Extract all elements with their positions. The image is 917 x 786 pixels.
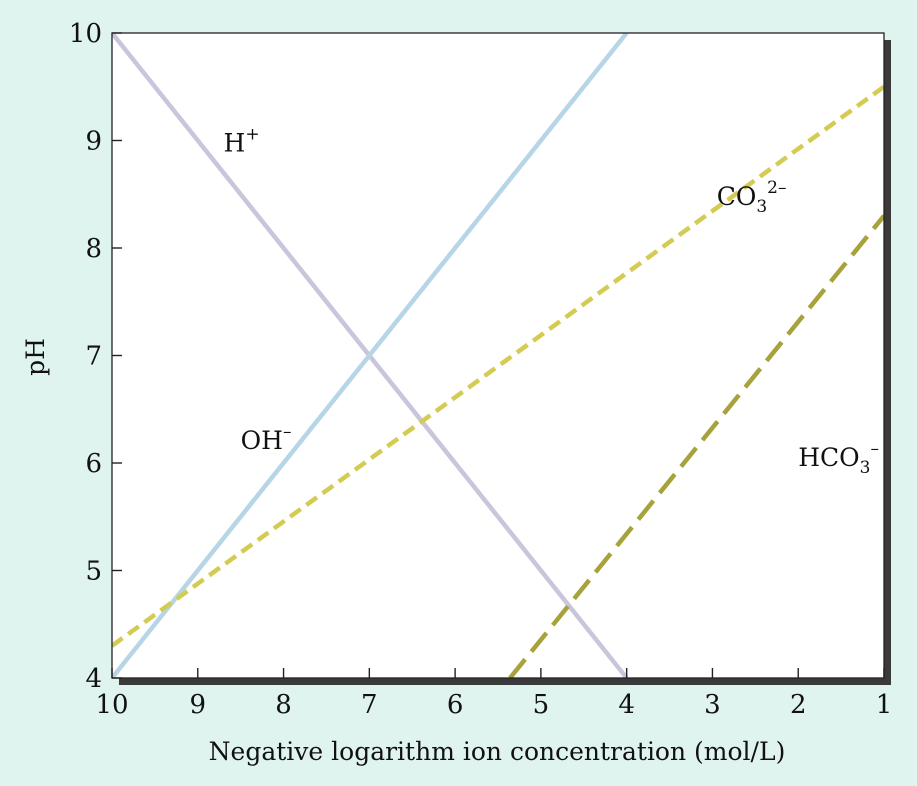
series-label-subscript-3: 3 (860, 458, 871, 478)
series-label-1: OH– (241, 422, 292, 455)
x-tick-label-6: 4 (618, 690, 635, 720)
plot-background (112, 33, 884, 678)
series-line-1 (112, 33, 629, 678)
y-tick-label-4: 8 (85, 234, 102, 264)
series-label-superscript-3: – (870, 439, 879, 459)
series-label-2: CO32– (717, 178, 787, 217)
x-tick-label-7: 3 (704, 690, 721, 720)
y-tick-label-3: 7 (85, 342, 102, 372)
series-layer (112, 33, 884, 678)
series-label-3: HCO3– (798, 439, 879, 478)
x-tick-label-0: 10 (95, 690, 128, 720)
series-label-name-2: CO (717, 182, 757, 211)
y-tick-label-5: 9 (85, 127, 102, 157)
y-axis-title: pH (21, 338, 50, 376)
x-tick-label-4: 6 (447, 690, 464, 720)
series-label-superscript-1: – (283, 422, 292, 442)
x-axis-title: Negative logarithm ion concentration (mo… (209, 737, 786, 766)
x-tick-label-8: 2 (790, 690, 807, 720)
x-tick-label-3: 7 (361, 690, 378, 720)
series-label-0: H+ (224, 124, 260, 157)
series-label-name-1: OH (241, 426, 283, 455)
y-tick-label-2: 6 (85, 449, 102, 479)
series-line-3 (508, 214, 884, 678)
series-label-name-0: H (224, 128, 246, 157)
x-tick-label-1: 9 (190, 690, 207, 720)
labels-layer: H+OH–CO32–HCO3– (224, 124, 879, 478)
y-tick-label-1: 5 (85, 557, 102, 587)
x-tick-label-2: 8 (275, 690, 292, 720)
series-label-superscript-2: 2– (767, 178, 786, 198)
x-tick-label-5: 5 (533, 690, 550, 720)
plot-area (112, 33, 891, 685)
axes-layer: 10 9 8 7 6 5 4 3 2 1 4 5 6 7 8 9 10 (69, 19, 892, 720)
y-tick-label-6: 10 (69, 19, 102, 49)
series-label-subscript-2: 3 (756, 197, 767, 217)
x-tick-label-9: 1 (876, 690, 893, 720)
y-tick-label-0: 4 (85, 664, 102, 694)
series-label-superscript-0: + (245, 124, 259, 144)
series-label-name-3: HCO (798, 443, 859, 472)
